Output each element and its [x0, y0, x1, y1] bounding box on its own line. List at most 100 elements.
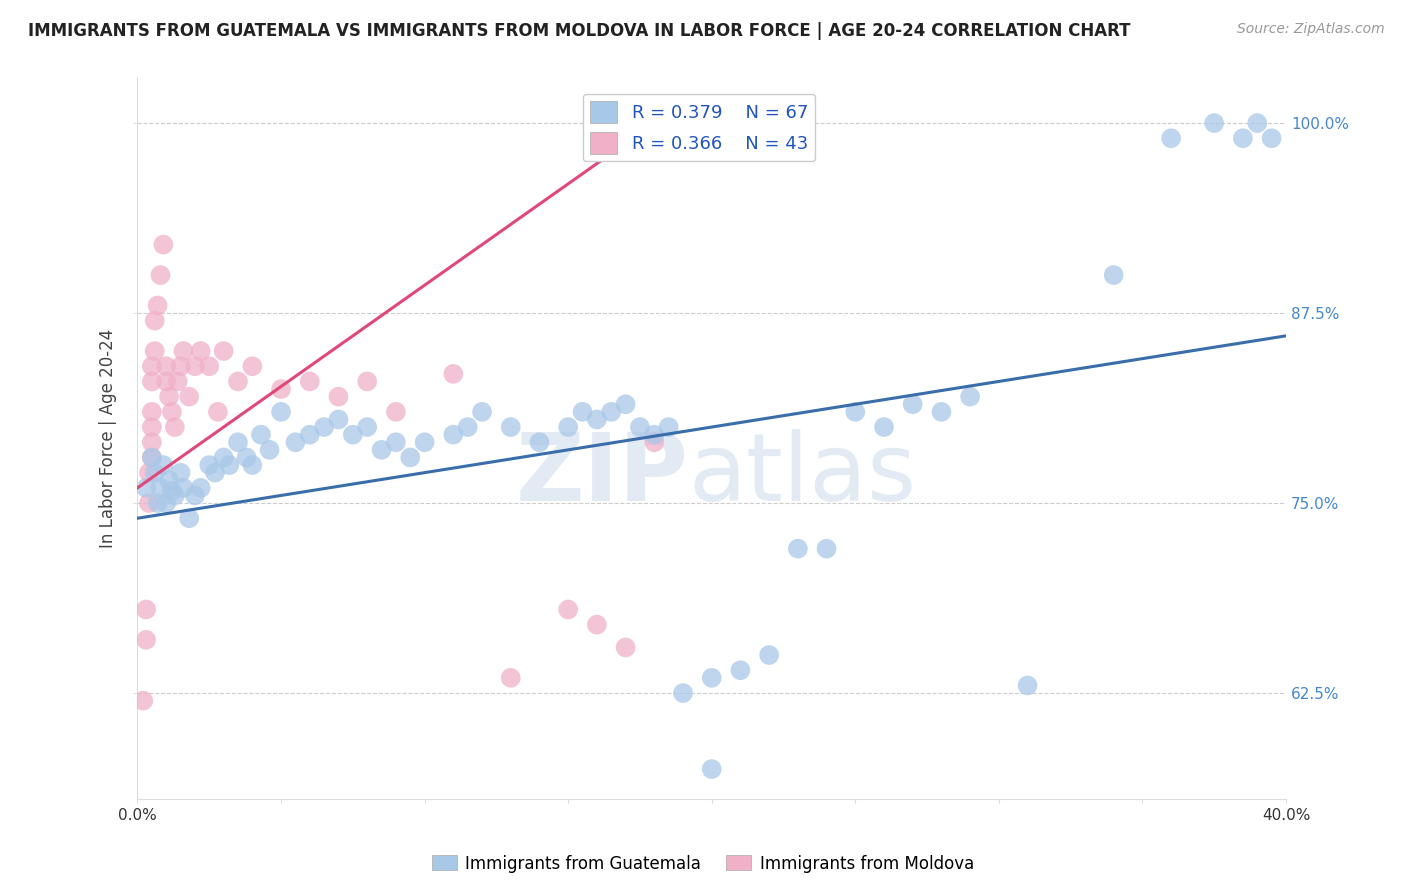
Point	[166, 375, 188, 389]
Point	[658, 420, 681, 434]
Point	[328, 390, 350, 404]
Point	[815, 541, 838, 556]
Point	[152, 237, 174, 252]
Point	[184, 488, 207, 502]
Point	[1260, 131, 1282, 145]
Point	[138, 466, 160, 480]
Point	[557, 420, 579, 434]
Point	[135, 481, 157, 495]
Point	[157, 473, 180, 487]
Point	[557, 602, 579, 616]
Point	[901, 397, 924, 411]
Point	[240, 458, 263, 472]
Point	[160, 405, 183, 419]
Point	[184, 359, 207, 374]
Point	[179, 511, 201, 525]
Point	[499, 671, 522, 685]
Point	[141, 405, 163, 419]
Point	[163, 420, 186, 434]
Point	[614, 640, 637, 655]
Point	[179, 390, 201, 404]
Point	[356, 375, 378, 389]
Point	[1232, 131, 1254, 145]
Point	[226, 375, 249, 389]
Point	[141, 435, 163, 450]
Point	[298, 427, 321, 442]
Point	[169, 359, 191, 374]
Text: ZIP: ZIP	[516, 428, 689, 521]
Point	[141, 375, 163, 389]
Point	[141, 359, 163, 374]
Point	[198, 458, 221, 472]
Point	[356, 420, 378, 434]
Point	[226, 435, 249, 450]
Point	[1246, 116, 1268, 130]
Point	[207, 405, 229, 419]
Point	[270, 405, 292, 419]
Point	[212, 450, 235, 465]
Point	[135, 632, 157, 647]
Text: Source: ZipAtlas.com: Source: ZipAtlas.com	[1237, 22, 1385, 37]
Point	[149, 268, 172, 282]
Point	[385, 405, 408, 419]
Point	[143, 344, 166, 359]
Point	[163, 488, 186, 502]
Point	[155, 375, 177, 389]
Point	[204, 466, 226, 480]
Point	[270, 382, 292, 396]
Point	[141, 420, 163, 434]
Point	[1102, 268, 1125, 282]
Point	[138, 496, 160, 510]
Point	[931, 405, 953, 419]
Point	[259, 442, 281, 457]
Point	[844, 405, 866, 419]
Point	[240, 359, 263, 374]
Legend: R = 0.379    N = 67, R = 0.366    N = 43: R = 0.379 N = 67, R = 0.366 N = 43	[583, 94, 815, 161]
Point	[370, 442, 392, 457]
Point	[758, 648, 780, 662]
Legend: Immigrants from Guatemala, Immigrants from Moldova: Immigrants from Guatemala, Immigrants fr…	[426, 848, 980, 880]
Point	[471, 405, 494, 419]
Point	[235, 450, 257, 465]
Point	[160, 483, 183, 498]
Point	[149, 481, 172, 495]
Point	[786, 541, 808, 556]
Point	[385, 435, 408, 450]
Point	[1017, 678, 1039, 692]
Point	[499, 420, 522, 434]
Point	[959, 390, 981, 404]
Point	[250, 427, 273, 442]
Point	[284, 435, 307, 450]
Point	[314, 420, 336, 434]
Point	[730, 663, 752, 677]
Point	[135, 602, 157, 616]
Point	[141, 450, 163, 465]
Point	[198, 359, 221, 374]
Point	[342, 427, 364, 442]
Point	[146, 496, 169, 510]
Point	[700, 762, 723, 776]
Point	[157, 390, 180, 404]
Point	[218, 458, 240, 472]
Point	[628, 420, 651, 434]
Point	[643, 435, 665, 450]
Point	[143, 466, 166, 480]
Point	[155, 359, 177, 374]
Point	[298, 375, 321, 389]
Point	[614, 397, 637, 411]
Point	[413, 435, 436, 450]
Point	[672, 686, 695, 700]
Point	[586, 617, 609, 632]
Point	[190, 481, 212, 495]
Text: IMMIGRANTS FROM GUATEMALA VS IMMIGRANTS FROM MOLDOVA IN LABOR FORCE | AGE 20-24 : IMMIGRANTS FROM GUATEMALA VS IMMIGRANTS …	[28, 22, 1130, 40]
Point	[190, 344, 212, 359]
Point	[172, 481, 194, 495]
Point	[328, 412, 350, 426]
Point	[169, 466, 191, 480]
Point	[1204, 116, 1226, 130]
Point	[132, 693, 155, 707]
Point	[1160, 131, 1182, 145]
Point	[441, 427, 464, 442]
Point	[441, 367, 464, 381]
Point	[143, 313, 166, 327]
